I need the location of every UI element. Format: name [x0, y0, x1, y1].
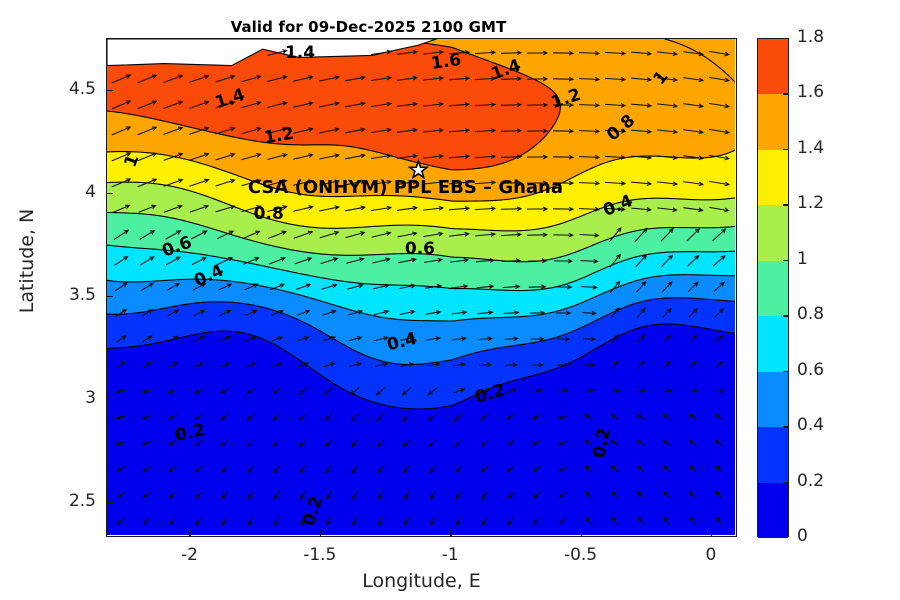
contour-label: 1.4 [284, 43, 316, 64]
colorbar-tick-label: 0.2 [797, 470, 825, 491]
colorbar-tick-label: 0.8 [797, 304, 825, 325]
colorbar-tick-label: 1.6 [797, 82, 825, 103]
site-label: CSA (ONHYM) PPL EBS – Ghana [247, 176, 564, 198]
y-tick-label: 2.5 [68, 490, 96, 511]
colorbar-segment [758, 316, 788, 372]
colorbar-tick-label: 0 [797, 526, 808, 546]
colorbar-segment [758, 149, 788, 206]
contour-line-1.6 [107, 39, 561, 171]
colorbar-segment [758, 39, 788, 95]
colorbar-segment [758, 427, 788, 483]
colorbar-segment [758, 371, 788, 428]
colorbar-tick-mark [783, 204, 789, 206]
contour-label: 1.6 [429, 49, 463, 74]
x-tick-mark [189, 530, 191, 537]
colorbar-tick-label: 1.2 [797, 193, 825, 214]
contour-label: 0.6 [404, 239, 436, 260]
y-tick-mark [106, 398, 113, 401]
colorbar-tick-mark [783, 370, 789, 373]
x-tick-mark [580, 530, 583, 537]
y-tick-mark [106, 295, 113, 298]
y-axis-label: Latitude, N [16, 208, 38, 314]
colorbar-segment [758, 482, 788, 538]
colorbar-tick-label: 0.4 [797, 415, 825, 436]
x-tick-mark [319, 530, 322, 537]
colorbar-tick-label: 1.8 [797, 27, 825, 47]
land-mask [107, 39, 437, 67]
y-tick-label: 3 [85, 387, 96, 408]
colorbar-segment [758, 94, 788, 150]
colorbar-tick-mark [783, 259, 789, 262]
contour-line-0.8 [107, 244, 735, 292]
contour-label: 0.8 [253, 204, 284, 225]
y-tick-mark [106, 501, 113, 504]
x-tick-label: -0.5 [563, 545, 598, 565]
colorbar-segment [758, 260, 788, 317]
quiver-layer [111, 49, 731, 527]
colorbar-tick-mark [783, 315, 789, 317]
site-star-icon [407, 158, 430, 180]
colorbar-tick-label: 1 [797, 248, 808, 269]
contour-line-0.4 [107, 297, 735, 366]
x-axis-label: Longitude, E [362, 570, 481, 592]
colorbar-segment [758, 205, 788, 261]
contour-line-1 [107, 211, 735, 263]
chart-title: Valid for 09-Dec-2025 2100 GMT [230, 18, 507, 36]
y-tick-label: 4 [85, 181, 96, 202]
colorbar-tick-label: 0.6 [797, 359, 825, 380]
colorbar-tick-label: 1.4 [797, 137, 825, 158]
x-tick-label: -1 [441, 545, 459, 565]
colorbar-tick-mark [783, 426, 789, 428]
colorbar [757, 38, 789, 538]
x-tick-mark [710, 530, 713, 537]
x-tick-label: -2 [180, 545, 198, 565]
contour-line-1.2 [107, 181, 735, 232]
y-tick-mark [106, 89, 113, 92]
contour-line-0.2 [107, 323, 735, 410]
x-tick-mark [450, 530, 452, 537]
colorbar-tick-mark [783, 148, 789, 151]
plot-area [106, 38, 737, 537]
contour-line-0.6 [107, 274, 735, 322]
contour-field [107, 39, 735, 535]
x-tick-label: -1.5 [303, 545, 337, 565]
y-tick-label: 3.5 [68, 284, 96, 305]
y-tick-label: 4.5 [68, 78, 96, 99]
colorbar-tick-mark [783, 93, 789, 95]
contour-line-1.4 [107, 39, 735, 202]
y-tick-mark [106, 192, 113, 195]
colorbar-tick-mark [783, 481, 789, 484]
x-tick-label: 0 [705, 545, 717, 565]
